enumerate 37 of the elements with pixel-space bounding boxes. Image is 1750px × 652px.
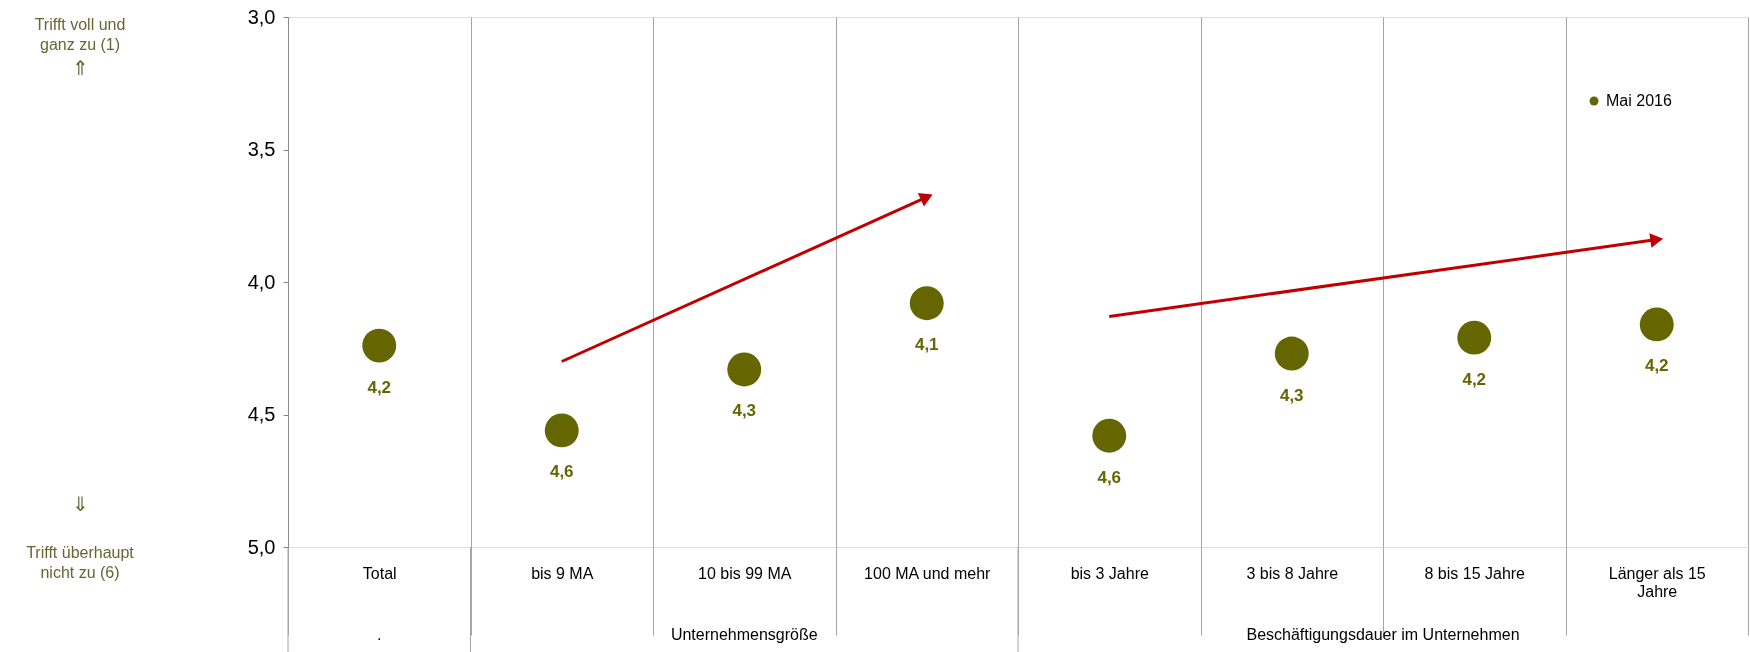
data-label: 4,3: [732, 401, 757, 421]
text: Trifft überhaupt nicht zu (6): [26, 544, 135, 581]
y-tick-label: 3,5: [247, 138, 276, 160]
text: ⇑: [71, 57, 89, 79]
point: [1092, 418, 1127, 453]
y-tick-label: 3,0: [247, 5, 276, 28]
data-label: 4,6: [549, 462, 574, 482]
legend-label: Mai 2016: [1606, 92, 1672, 109]
point: [1457, 320, 1492, 355]
text: ⇓: [71, 493, 89, 515]
x-tick-label: bis 9 MA: [531, 564, 594, 582]
text: .: [377, 626, 382, 643]
text: Trifft voll und ganz zu (1): [34, 16, 126, 53]
x-tick-label: 10 bis 99 MA: [698, 564, 792, 582]
y-tick-label: 5,0: [247, 535, 276, 558]
point: [727, 352, 762, 387]
x-tick-label: 100 MA und mehr: [864, 564, 992, 582]
point: [1274, 336, 1309, 371]
point: [362, 328, 397, 363]
data-label: 4,3: [1279, 385, 1304, 405]
x-tick-label: Länger als 15 Jahre: [1608, 564, 1706, 600]
data-label: 4,2: [1462, 369, 1487, 389]
data-label: 4,1: [914, 335, 939, 355]
point: [909, 286, 944, 321]
data-label: 4,2: [1644, 356, 1669, 376]
x-tick-label: 8 bis 15 Jahre: [1424, 564, 1526, 582]
x-tick-label: Total: [362, 564, 397, 582]
x-tick-label: bis 3 Jahre: [1070, 564, 1149, 582]
point: [1639, 307, 1674, 342]
point: [544, 413, 579, 448]
text: Beschäftigungsdauer im Unternehmen: [1246, 626, 1520, 643]
y-tick-label: 4,0: [247, 270, 276, 293]
x-tick-label: 3 bis 8 Jahre: [1246, 564, 1339, 582]
data-label: 4,2: [367, 377, 392, 397]
data-label: 4,6: [1097, 467, 1122, 487]
y-tick-label: 4,5: [247, 403, 276, 425]
text: Unternehmensgröße: [670, 626, 818, 643]
